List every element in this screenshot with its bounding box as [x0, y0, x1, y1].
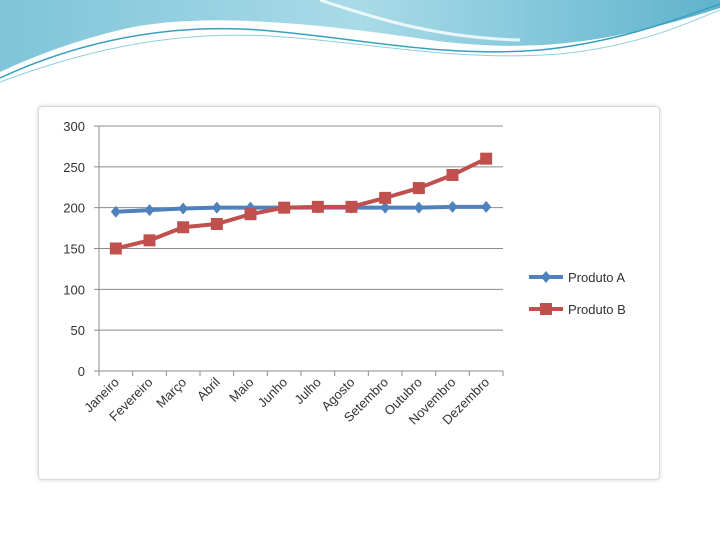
- chart-frame: 0 50 100 150 200 250 300 Janeiro Fevereiro Março…: [38, 106, 660, 480]
- legend-marker: [541, 271, 551, 283]
- y-tick-label: 100: [63, 282, 85, 297]
- axes: [94, 125, 504, 376]
- legend-item: Produto B: [529, 302, 626, 317]
- data-point: [379, 191, 392, 204]
- legend-label: Produto B: [568, 302, 626, 317]
- data-point: [447, 200, 458, 213]
- x-tick-label: Junho: [255, 375, 291, 411]
- data-point: [345, 200, 358, 213]
- data-point: [109, 242, 122, 255]
- legend-item: Produto A: [529, 270, 625, 285]
- y-tick-label: 250: [63, 160, 85, 175]
- data-point: [481, 200, 492, 213]
- y-tick-labels: 0 50 100 150 200 250 300: [63, 119, 85, 379]
- x-tick-label: Abril: [194, 374, 223, 403]
- series-line-produto-b: [115, 156, 488, 251]
- y-tick-label: 50: [71, 323, 85, 338]
- data-point: [380, 201, 391, 214]
- legend-label: Produto A: [568, 270, 625, 285]
- y-tick-label: 300: [63, 119, 85, 134]
- y-tick-label: 200: [63, 201, 85, 216]
- data-point: [178, 202, 189, 215]
- data-point: [143, 234, 156, 247]
- data-point: [144, 204, 155, 217]
- data-point: [446, 169, 459, 181]
- y-tick-label: 150: [63, 242, 85, 257]
- series-lines: [109, 152, 493, 255]
- slide-header-swoosh: [0, 0, 720, 83]
- y-tick-label: 0: [78, 364, 85, 379]
- data-point: [311, 200, 324, 213]
- legend: Produto A Produto B: [529, 270, 626, 317]
- x-tick-label: Maio: [226, 375, 257, 406]
- data-point: [211, 201, 222, 214]
- line-chart: 0 50 100 150 200 250 300 JaneiroFevereiroMarço…: [63, 119, 626, 428]
- data-point: [210, 218, 223, 230]
- data-point: [413, 201, 424, 214]
- data-point: [278, 201, 291, 214]
- legend-marker: [540, 303, 552, 315]
- data-point: [244, 208, 257, 221]
- data-point: [412, 182, 425, 195]
- gridlines: [99, 125, 503, 331]
- x-tick-label: Março: [153, 375, 189, 411]
- data-point: [177, 221, 190, 234]
- data-point: [110, 205, 121, 218]
- data-point: [480, 152, 493, 165]
